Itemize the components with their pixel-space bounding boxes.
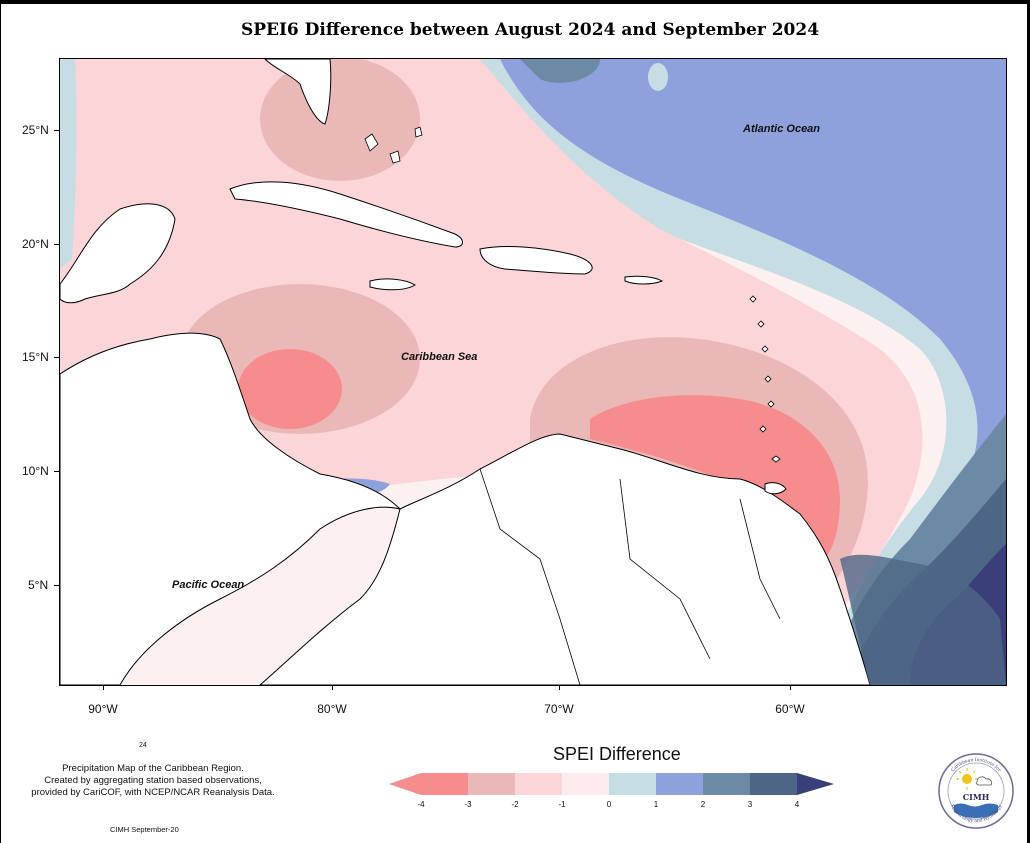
legend-swatch — [656, 773, 703, 795]
map-canvas — [60, 59, 1006, 685]
wet-spot — [520, 59, 600, 83]
legend-swatch — [421, 773, 468, 795]
land-guianas-tint — [840, 554, 1006, 685]
wet-spot-2 — [648, 63, 668, 91]
legend-arrow-right — [797, 773, 834, 795]
legend-label: -1 — [558, 800, 566, 809]
legend-arrow-left — [389, 773, 421, 795]
legend-label: 0 — [606, 800, 612, 809]
dry-core-central — [238, 349, 342, 429]
color-legend — [389, 773, 834, 795]
label-caribbean-sea: Caribbean Sea — [401, 351, 478, 363]
cimh-logo: CIMH Caribbean Institute for Meteorology… — [938, 753, 1014, 829]
lat-label-20n: 20°N — [22, 237, 49, 251]
wet-zone-2 — [470, 59, 1006, 685]
legend-label: 1 — [653, 800, 659, 809]
land-south-america — [259, 433, 871, 685]
legend-swatch — [750, 773, 797, 795]
legend-swatch — [468, 773, 515, 795]
dry-zone-1 — [60, 59, 923, 659]
land-hispaniola — [479, 246, 593, 275]
legend-label: 4 — [794, 800, 800, 809]
legend-swatch — [562, 773, 609, 795]
country-borders — [479, 468, 781, 685]
description-line: Precipitation Map of the Caribbean Regio… — [62, 763, 244, 774]
credit-text: CIMH September-20 — [110, 825, 179, 834]
land-florida — [264, 59, 332, 125]
description-line: Created by aggregating station based obs… — [44, 775, 262, 786]
land-puerto-rico — [624, 275, 664, 285]
legend-swatch — [515, 773, 562, 795]
map-title: SPEI6 Difference between August 2024 and… — [240, 20, 820, 40]
cloud-icon — [976, 776, 993, 786]
lon-tick — [790, 685, 791, 690]
lat-tick — [54, 585, 59, 586]
lon-tick — [103, 685, 104, 690]
legend-swatch — [703, 773, 750, 795]
lat-tick — [54, 357, 59, 358]
lon-label-80w: 80°W — [317, 702, 347, 716]
legend-label: 3 — [747, 800, 753, 809]
logo-abbr: CIMH — [963, 792, 990, 802]
spei-map[interactable]: Atlantic Ocean Caribbean Sea Pacific Oce… — [59, 58, 1007, 686]
land-trinidad — [764, 482, 787, 495]
lat-label-15n: 15°N — [22, 350, 49, 364]
sun-rays-icon — [956, 768, 978, 790]
sun-icon — [962, 774, 972, 784]
legend-label: 2 — [700, 800, 706, 809]
land-lesser-antilles — [749, 295, 781, 463]
map-description: Precipitation Map of the Caribbean Regio… — [8, 763, 298, 799]
lon-tick — [332, 685, 333, 690]
lat-tick — [54, 471, 59, 472]
legend-swatch — [609, 773, 656, 795]
label-atlantic-ocean: Atlantic Ocean — [743, 123, 821, 135]
legend-label: -4 — [417, 800, 425, 809]
wet-edge-west — [60, 59, 77, 269]
lon-label-90w: 90°W — [88, 702, 118, 716]
lat-label-10n: 10°N — [22, 464, 49, 478]
water-waves-icon — [954, 803, 998, 818]
lon-tick — [559, 685, 560, 690]
footer-number: 24 — [139, 742, 147, 749]
legend-label: -3 — [464, 800, 472, 809]
land-jamaica — [369, 278, 416, 291]
dry-zone-florida — [260, 59, 420, 181]
lon-label-70w: 70°W — [544, 702, 574, 716]
lat-label-5n: 5°N — [28, 578, 49, 592]
land-central-america — [60, 332, 402, 685]
lat-tick — [54, 130, 59, 131]
description-line: provided by CariCOF, with NCEP/NCAR Rean… — [31, 787, 275, 798]
lat-label-25n: 25°N — [22, 123, 49, 137]
lon-label-60w: 60°W — [775, 702, 805, 716]
legend-title: SPEI Difference — [553, 744, 681, 764]
land-bahamas — [364, 126, 423, 164]
land-cuba — [229, 181, 463, 248]
label-pacific-ocean: Pacific Ocean — [172, 579, 245, 591]
land-yucatan — [60, 203, 176, 304]
lat-tick — [54, 244, 59, 245]
legend-label: -2 — [511, 800, 519, 809]
